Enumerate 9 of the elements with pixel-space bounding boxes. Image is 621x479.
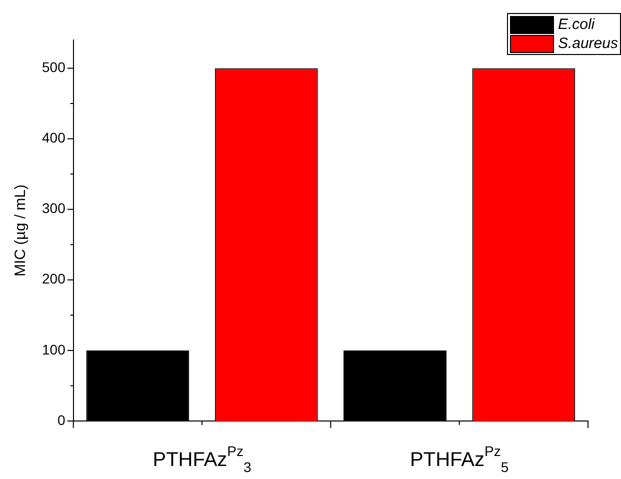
legend-label: E.coli [558, 16, 595, 33]
y-tick-label: 400 [42, 130, 66, 146]
y-tick-label: 300 [42, 200, 66, 216]
y-tick-label: 0 [58, 412, 66, 428]
y-tick-label: 200 [42, 270, 66, 287]
y-tick-label: 500 [42, 59, 66, 76]
y-axis-title: MIC (µg / mL) [12, 184, 30, 276]
legend-label: S.aureus [558, 35, 618, 52]
y-tick-label: 100 [42, 341, 66, 358]
